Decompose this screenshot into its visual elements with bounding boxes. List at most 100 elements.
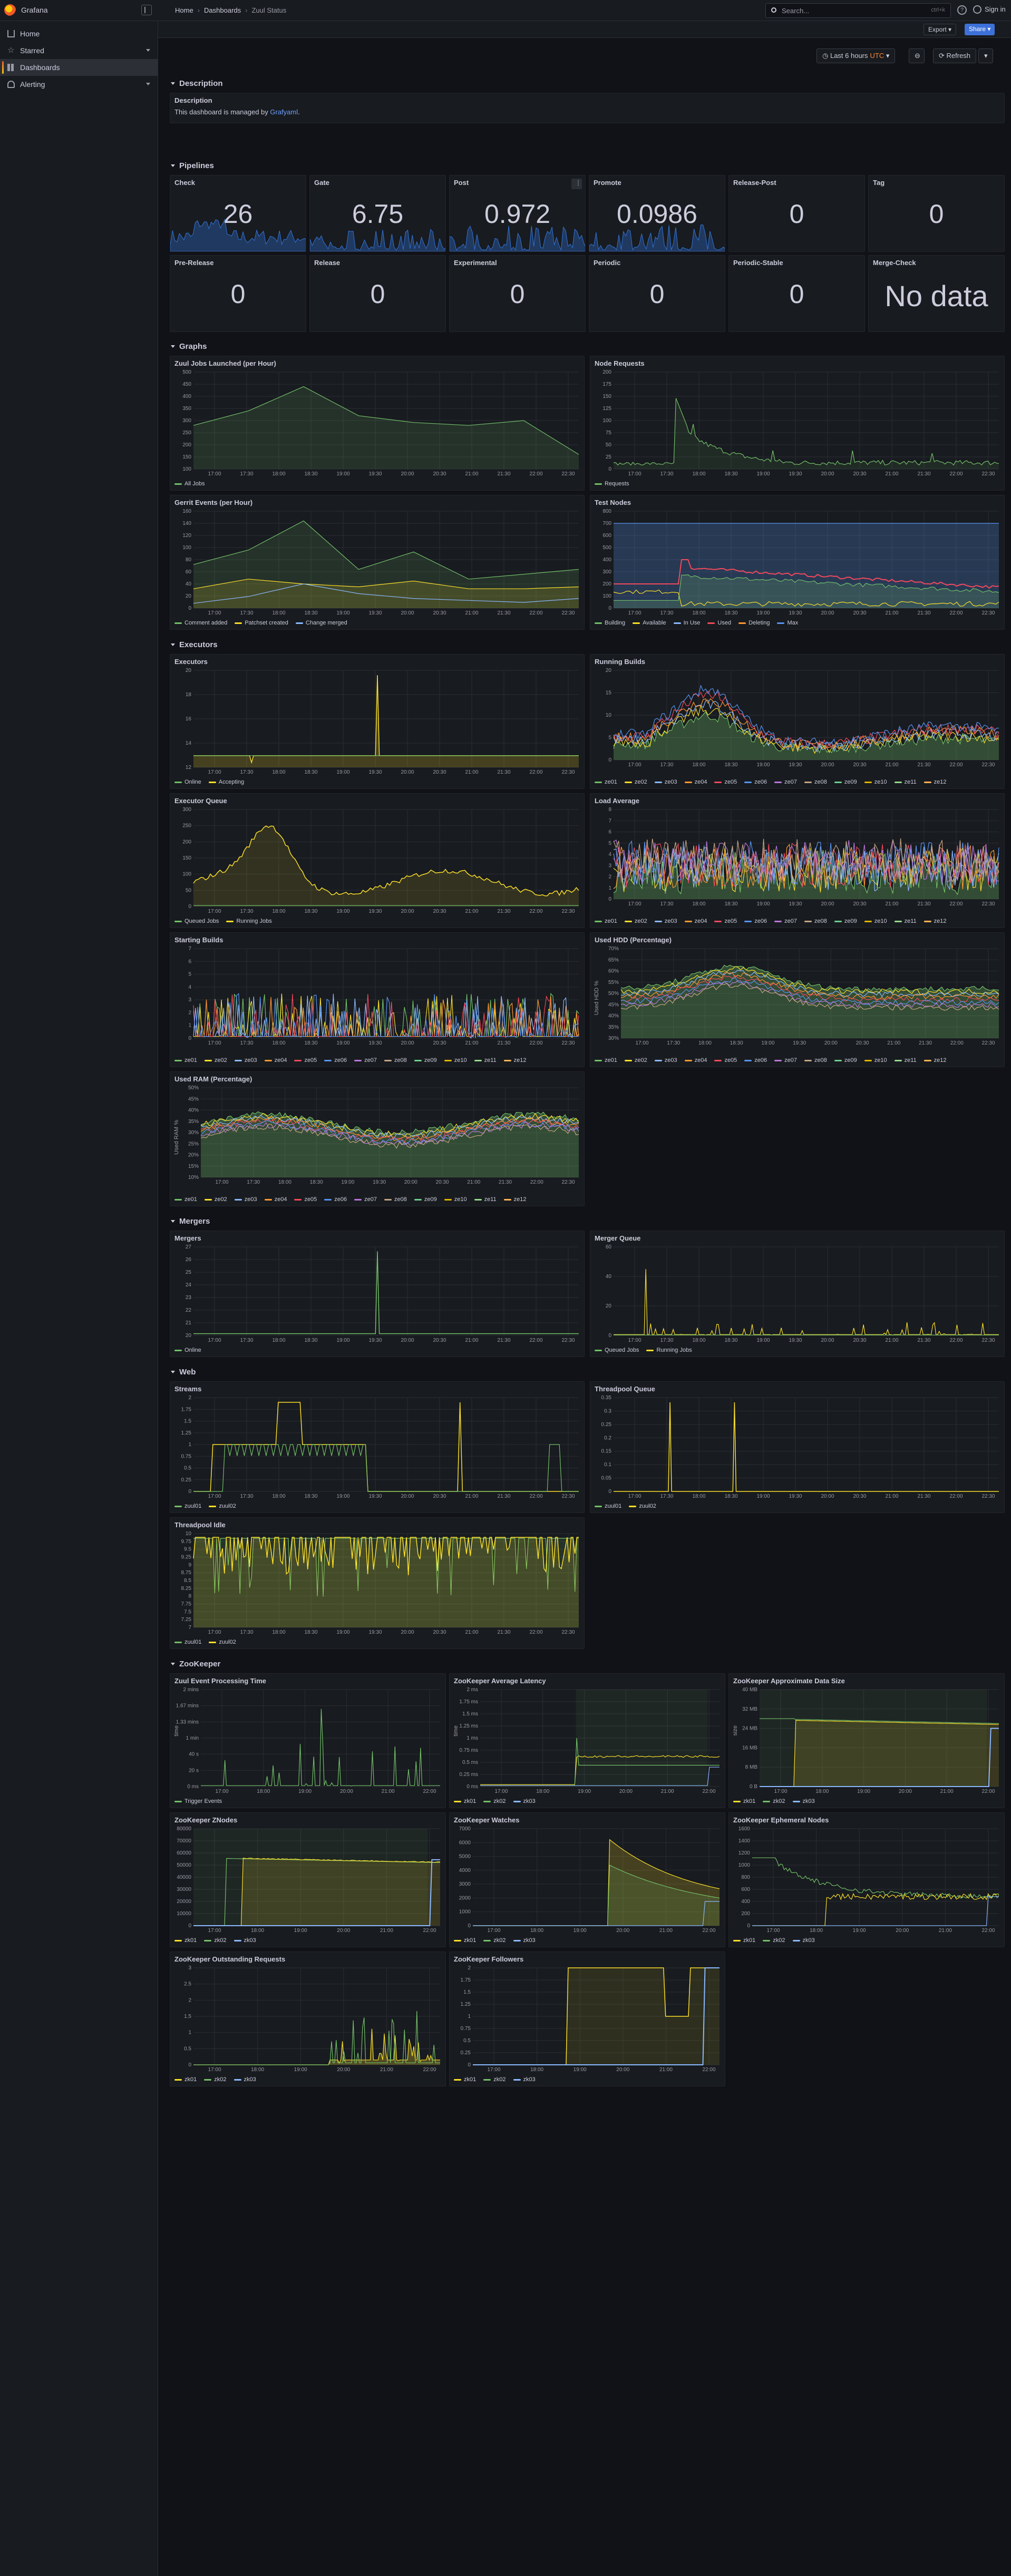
refresh-interval-dropdown[interactable]: ▾ (978, 48, 993, 63)
legend-item[interactable]: ze12 (503, 1196, 527, 1203)
legend-item[interactable]: ze08 (804, 1057, 827, 1063)
panel-used-hdd[interactable]: Used HDD (Percentage) 70% 65% 60% 55% 50% 45% 4… (590, 932, 1005, 1067)
chevron-down-icon[interactable] (146, 49, 150, 52)
legend-item[interactable]: zuul02 (209, 1639, 236, 1645)
legend-item[interactable]: Trigger Events (174, 1798, 222, 1804)
legend-item[interactable]: zuul01 (174, 1639, 201, 1645)
legend-item[interactable]: zk01 (454, 2076, 476, 2083)
legend-item[interactable]: zk03 (792, 1937, 815, 1944)
stat-panel-release-post[interactable]: Release-Post 0 (728, 175, 865, 252)
panel-zk-watches[interactable]: ZooKeeper Watches 7000 6000 5000 4000 3000 200… (449, 1812, 725, 1947)
breadcrumb-dashboards[interactable]: Dashboards (204, 6, 241, 14)
legend-item[interactable]: ze03 (234, 1057, 257, 1063)
legend-item[interactable]: zuul02 (629, 1503, 656, 1509)
legend-item[interactable]: ze08 (804, 779, 827, 785)
legend-item[interactable]: Queued Jobs (174, 918, 219, 924)
legend-item[interactable]: ze07 (774, 1057, 797, 1063)
legend-item[interactable]: ze11 (894, 779, 917, 785)
panel-merger-queue[interactable]: Merger Queue 60 40 20 0 17:00 17:30 18:00 18:30 1… (590, 1231, 1005, 1357)
legend-item[interactable]: ze10 (444, 1057, 467, 1063)
stat-panel-check[interactable]: Check 26 (170, 175, 306, 252)
legend-item[interactable]: Change merged (295, 620, 347, 626)
legend-item[interactable]: Used (707, 620, 731, 626)
stat-panel-release[interactable]: Release 0 (309, 255, 446, 332)
legend-item[interactable]: ze09 (834, 1057, 857, 1063)
legend-item[interactable]: zk03 (234, 1937, 256, 1944)
description-panel[interactable]: Description This dashboard is managed by … (170, 93, 1005, 123)
legend-item[interactable]: ze04 (264, 1057, 287, 1063)
legend-item[interactable]: Running Jobs (646, 1347, 692, 1353)
sidebar-item-starred[interactable]: ☆ Starred (0, 42, 158, 59)
legend-item[interactable]: ze03 (654, 1057, 677, 1063)
legend-item[interactable]: ze10 (864, 918, 887, 924)
legend-item[interactable]: ze02 (624, 918, 647, 924)
legend-item[interactable]: zk03 (513, 1937, 536, 1944)
legend-item[interactable]: zk02 (483, 1798, 506, 1804)
panel-zk-data-size[interactable]: ZooKeeper Approximate Data Size 40 MB 32 M… (728, 1673, 1005, 1808)
export-button[interactable]: Export ▾ (923, 24, 957, 35)
legend-item[interactable]: zk03 (513, 1798, 536, 1804)
legend-item[interactable]: ze11 (894, 918, 917, 924)
legend-item[interactable]: ze03 (654, 918, 677, 924)
stat-panel-merge-check[interactable]: Merge-Check No data (868, 255, 1005, 332)
legend-item[interactable]: zk01 (454, 1937, 476, 1944)
sidebar-item-alerting[interactable]: Alerting (0, 76, 158, 93)
panel-zk-outstanding[interactable]: ZooKeeper Outstanding Requests 3 2.5 2 1.5 1 0… (170, 1951, 446, 2086)
legend-item[interactable]: ze07 (354, 1057, 377, 1063)
row-executors[interactable]: Executors (171, 639, 218, 650)
panel-zk-event-time[interactable]: Zuul Event Processing Time 2 mins 1.67 min… (170, 1673, 446, 1808)
legend-item[interactable]: ze08 (384, 1196, 407, 1203)
legend-item[interactable]: ze06 (744, 1057, 767, 1063)
legend-item[interactable]: ze03 (234, 1196, 257, 1203)
legend-item[interactable]: zk01 (174, 2076, 197, 2083)
dock-menu-button[interactable] (141, 5, 152, 15)
legend-item[interactable]: ze12 (923, 779, 947, 785)
legend-item[interactable]: ze10 (444, 1196, 467, 1203)
legend-item[interactable]: ze01 (595, 918, 617, 924)
breadcrumb-home[interactable]: Home (175, 6, 193, 14)
stat-panel-post[interactable]: Post 0.972 (449, 175, 586, 252)
panel-used-ram[interactable]: Used RAM (Percentage) 50% 45% 40% 35% 30% 25% 2… (170, 1071, 585, 1206)
legend-item[interactable]: ze06 (324, 1196, 347, 1203)
legend-item[interactable]: ze06 (324, 1057, 347, 1063)
sidebar-item-home[interactable]: Home (0, 25, 158, 42)
panel-node-requests[interactable]: Node Requests 200 175 150 125 100 75 50 25 0 17:00… (590, 356, 1005, 491)
panel-running-builds[interactable]: Running Builds 20 15 10 5 0 17:00 17:30 18:00 18:… (590, 654, 1005, 789)
legend-item[interactable]: zuul01 (174, 1503, 201, 1509)
legend-item[interactable]: ze05 (714, 1057, 737, 1063)
panel-test-nodes[interactable]: Test Nodes 800 700 600 500 400 300 200 100 0 17:00… (590, 495, 1005, 630)
panel-threadpool-idle[interactable]: Threadpool Idle 10 9.75 9.5 9.25 9 8.75 8.5 8.25… (170, 1517, 585, 1649)
legend-item[interactable]: ze09 (414, 1196, 437, 1203)
legend-item[interactable]: ze04 (684, 918, 707, 924)
stat-panel-periodic[interactable]: Periodic 0 (589, 255, 725, 332)
share-button[interactable]: Share ▾ (965, 24, 995, 35)
chevron-down-icon[interactable] (146, 83, 150, 85)
row-graphs[interactable]: Graphs (171, 341, 207, 352)
legend-item[interactable]: ze09 (834, 779, 857, 785)
legend-item[interactable]: Queued Jobs (595, 1347, 639, 1353)
legend-item[interactable]: zk01 (454, 1798, 476, 1804)
zoom-out-button[interactable]: ⊖ (909, 48, 925, 63)
legend-item[interactable]: ze12 (923, 918, 947, 924)
legend-item[interactable]: zk02 (483, 1937, 506, 1944)
legend-item[interactable]: zk01 (733, 1937, 755, 1944)
legend-item[interactable]: zuul02 (209, 1503, 236, 1509)
panel-threadpool-queue[interactable]: Threadpool Queue 0.35 0.3 0.25 0.2 0.15 0.1 0.0… (590, 1381, 1005, 1513)
legend-item[interactable]: Online (174, 779, 201, 785)
panel-starting-builds[interactable]: Starting Builds 7 6 5 4 3 2 1 0 17:00 17:30 18:00 18… (170, 932, 585, 1067)
legend-item[interactable]: ze11 (474, 1057, 497, 1063)
legend-item[interactable]: ze03 (654, 779, 677, 785)
legend-item[interactable]: ze08 (804, 918, 827, 924)
panel-executors[interactable]: Executors 20 18 16 14 12 17:00 17:30 18:00 18:30 1… (170, 654, 585, 789)
legend-item[interactable]: ze02 (624, 1057, 647, 1063)
panel-gerrit-events[interactable]: Gerrit Events (per Hour) 160 140 120 100 80 60… (170, 495, 585, 630)
legend-item[interactable]: ze09 (414, 1057, 437, 1063)
legend-item[interactable]: zk02 (763, 1937, 785, 1944)
grafyaml-link[interactable]: Grafyaml (270, 108, 298, 116)
legend-item[interactable]: ze04 (684, 1057, 707, 1063)
stat-panel-pre-release[interactable]: Pre-Release 0 (170, 255, 306, 332)
legend-item[interactable]: ze05 (714, 779, 737, 785)
legend-item[interactable]: ze05 (294, 1196, 317, 1203)
refresh-button[interactable]: ⟳ Refresh (933, 48, 977, 63)
legend-item[interactable]: ze02 (624, 779, 647, 785)
